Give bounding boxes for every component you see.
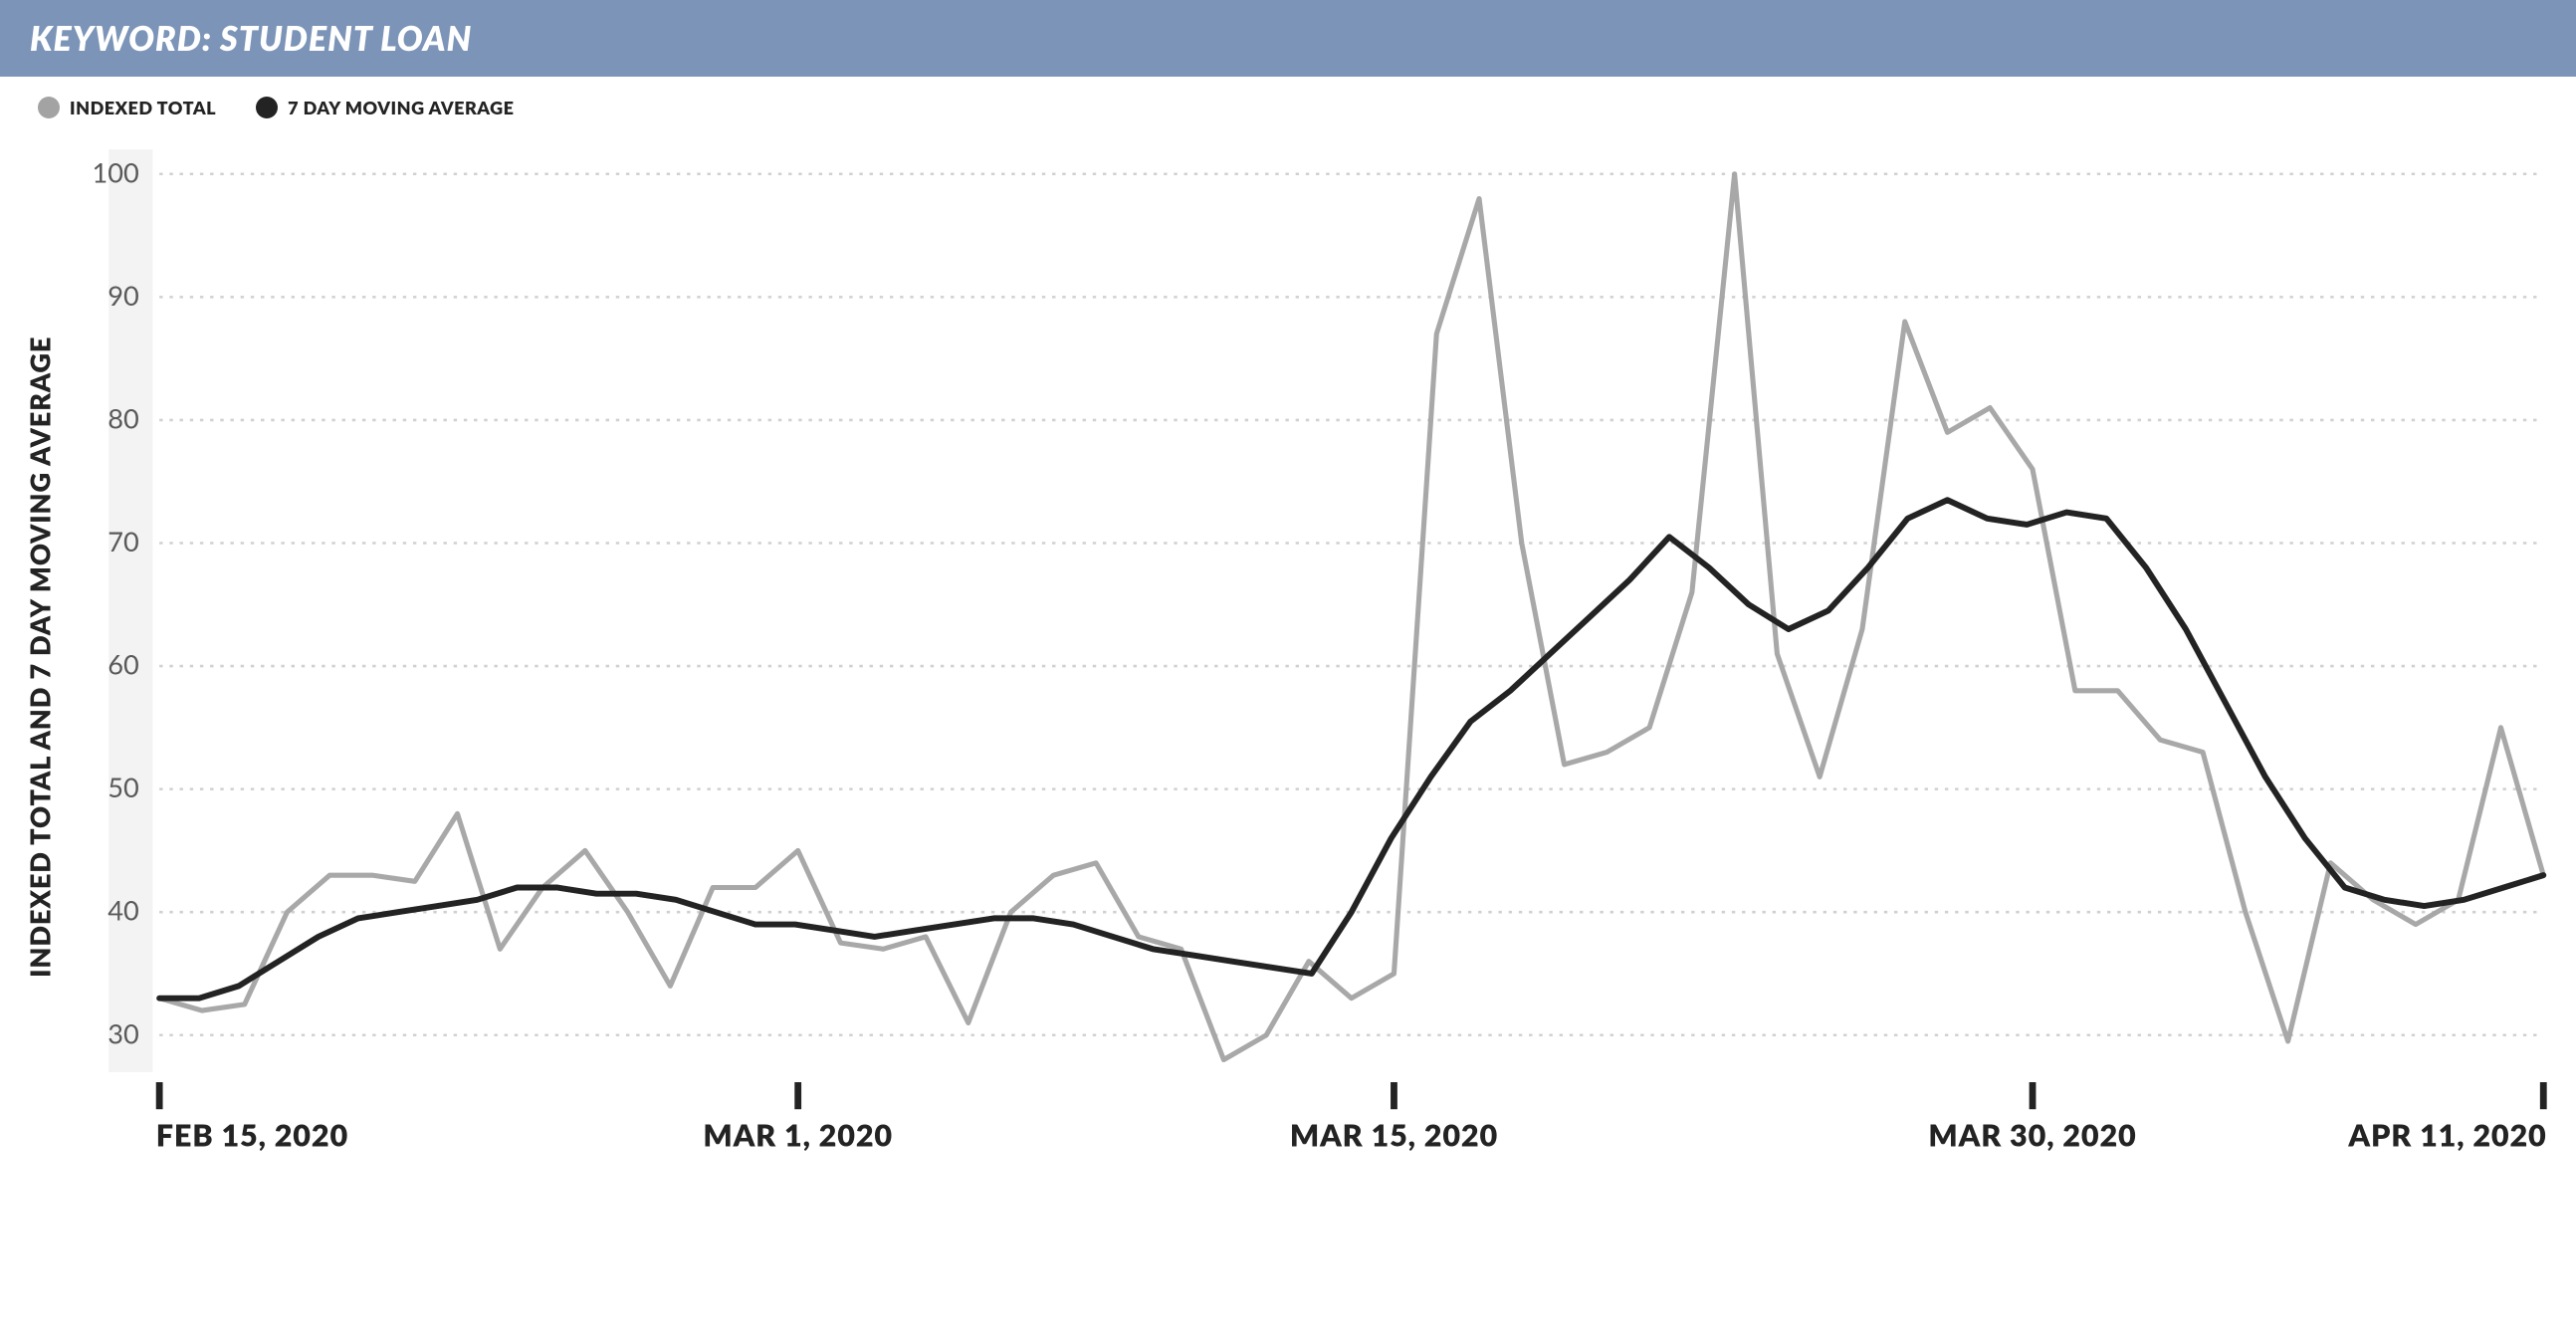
xtick-label: MAR 30, 2020: [1928, 1117, 2136, 1154]
page-title: KEYWORD: STUDENT LOAN: [30, 18, 2546, 59]
legend-swatch: [256, 97, 278, 118]
ytick-label: 80: [107, 401, 139, 434]
header-bar: KEYWORD: STUDENT LOAN: [0, 0, 2576, 77]
legend-item: 7 DAY MOVING AVERAGE: [256, 97, 514, 118]
legend-label: INDEXED TOTAL: [70, 97, 216, 118]
line-chart-svg: 30 40 50 60 70 80 90 100 INDEXED TOTAL AND 7 DAY…: [20, 128, 2556, 1177]
ytick-label: 40: [107, 894, 139, 927]
ytick-label: 90: [107, 279, 139, 312]
ytick-label: 50: [107, 771, 139, 803]
series-indexed_total: [159, 174, 2543, 1060]
ytick-label: 60: [107, 648, 139, 681]
xtick-label: APR 11, 2020: [2347, 1117, 2546, 1154]
xtick-label: MAR 15, 2020: [1290, 1117, 1498, 1154]
legend-swatch: [38, 97, 60, 118]
ytick-label: 100: [92, 155, 138, 188]
chart-container: KEYWORD: STUDENT LOAN INDEXED TOTAL 7 DAY…: [0, 0, 2576, 1197]
legend-item: INDEXED TOTAL: [38, 97, 216, 118]
legend: INDEXED TOTAL 7 DAY MOVING AVERAGE: [0, 77, 2576, 128]
y-axis-label: INDEXED TOTAL AND 7 DAY MOVING AVERAGE: [24, 336, 57, 978]
ytick-label: 30: [107, 1016, 139, 1049]
chart-area: 30 40 50 60 70 80 90 100 INDEXED TOTAL AND 7 DAY…: [0, 128, 2576, 1197]
xtick-label: MAR 1, 2020: [703, 1117, 893, 1154]
ytick-label: 70: [107, 525, 139, 557]
xtick-label: FEB 15, 2020: [156, 1117, 348, 1154]
legend-label: 7 DAY MOVING AVERAGE: [288, 97, 514, 118]
